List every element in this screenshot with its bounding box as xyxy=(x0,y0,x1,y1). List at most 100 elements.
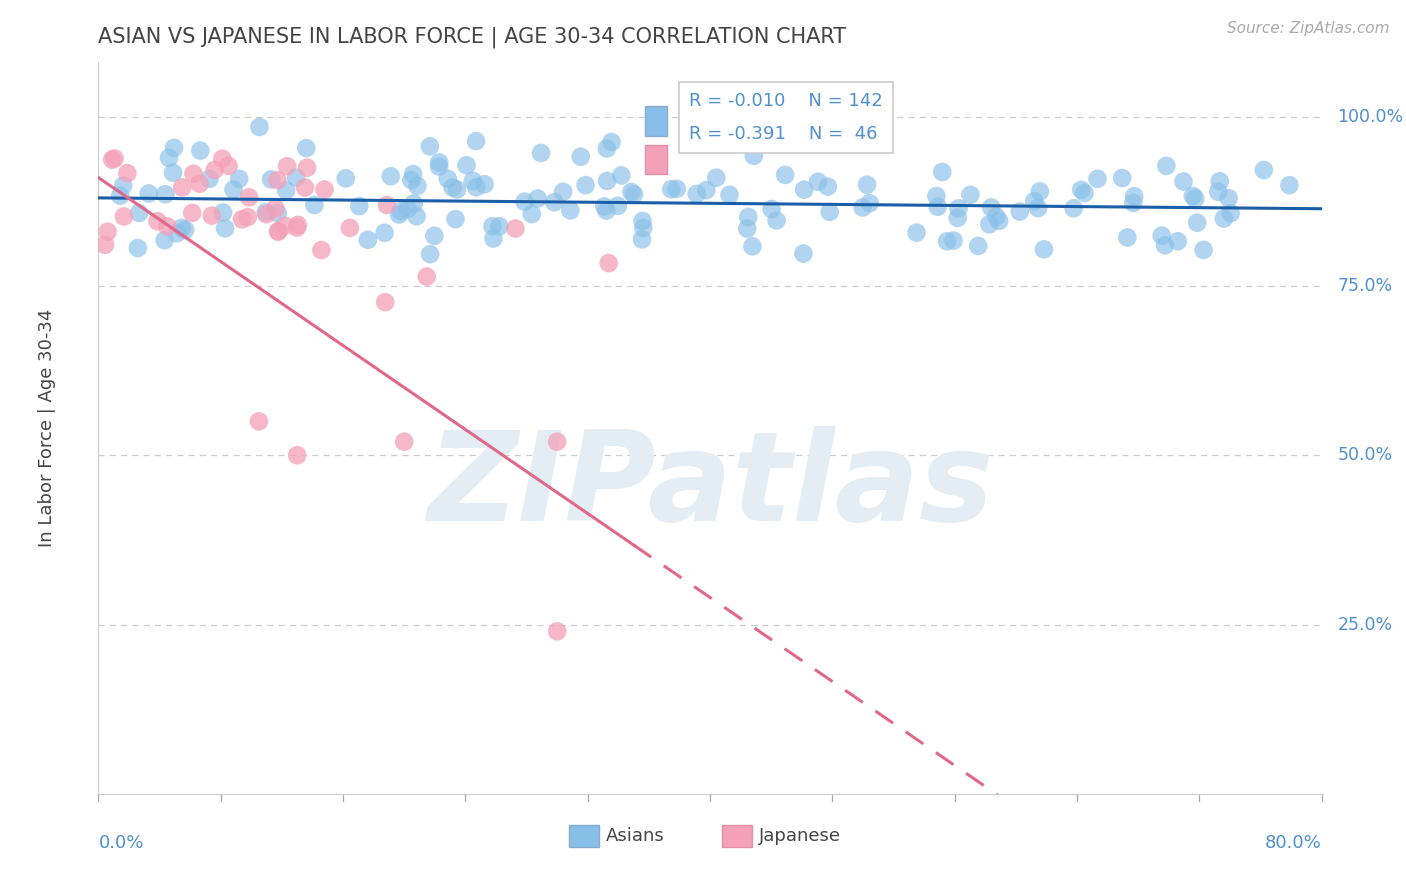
Point xyxy=(153,233,176,247)
Point xyxy=(1024,194,1046,209)
Point xyxy=(357,233,380,247)
Point xyxy=(695,183,717,197)
Point xyxy=(155,187,177,202)
Point xyxy=(1185,216,1208,230)
Text: 50.0%: 50.0% xyxy=(1337,446,1393,464)
Point xyxy=(162,166,184,180)
Point xyxy=(967,239,990,253)
Point xyxy=(101,153,124,167)
Point xyxy=(423,228,446,243)
Point xyxy=(1008,204,1031,219)
Point xyxy=(817,179,839,194)
Text: 75.0%: 75.0% xyxy=(1337,277,1393,295)
Text: R = -0.010    N = 142
R = -0.391    N =  46: R = -0.010 N = 142 R = -0.391 N = 46 xyxy=(689,92,883,143)
Text: ZIPatlas: ZIPatlas xyxy=(427,426,993,547)
Point xyxy=(295,161,318,175)
Point xyxy=(436,171,458,186)
Point xyxy=(574,178,596,193)
Point xyxy=(212,205,235,219)
Point xyxy=(236,210,259,224)
Point xyxy=(112,210,135,224)
Point xyxy=(1116,230,1139,244)
Point xyxy=(1173,175,1195,189)
Point xyxy=(375,198,398,212)
Point xyxy=(256,207,278,221)
Point xyxy=(741,239,763,253)
Point xyxy=(718,187,741,202)
Point xyxy=(1122,196,1144,211)
Point xyxy=(112,178,135,193)
Point xyxy=(266,173,288,187)
Point xyxy=(419,247,441,261)
Point xyxy=(631,232,654,246)
Point xyxy=(598,256,620,270)
Point xyxy=(1208,174,1230,188)
Point xyxy=(1123,189,1146,203)
Point xyxy=(526,192,548,206)
Point xyxy=(980,201,1002,215)
Point xyxy=(198,172,221,186)
Point xyxy=(214,221,236,235)
Point xyxy=(97,225,120,239)
Point xyxy=(1156,159,1178,173)
Point xyxy=(1219,206,1241,220)
Point xyxy=(188,177,211,191)
Point xyxy=(761,202,783,216)
Text: Source: ZipAtlas.com: Source: ZipAtlas.com xyxy=(1226,21,1389,37)
Point xyxy=(349,199,371,213)
Point xyxy=(456,158,478,172)
Point xyxy=(1032,243,1054,257)
Point xyxy=(482,231,505,245)
Text: 0.0%: 0.0% xyxy=(98,834,143,852)
Point xyxy=(859,196,882,211)
Point xyxy=(266,206,288,220)
Point xyxy=(401,173,423,187)
Point xyxy=(1212,211,1234,226)
Point xyxy=(946,211,969,225)
Point xyxy=(402,167,425,181)
Point xyxy=(444,212,467,227)
Point xyxy=(146,214,169,228)
Point xyxy=(260,172,283,186)
Point xyxy=(513,194,536,209)
Point xyxy=(659,182,682,196)
Point xyxy=(596,141,619,155)
FancyBboxPatch shape xyxy=(645,145,668,174)
Point xyxy=(1063,202,1085,216)
Point xyxy=(936,235,959,249)
Point xyxy=(773,168,796,182)
Point xyxy=(392,434,416,449)
Point xyxy=(623,187,645,202)
Text: Asians: Asians xyxy=(606,827,665,845)
Point xyxy=(218,159,240,173)
Point xyxy=(254,205,277,219)
Text: 100.0%: 100.0% xyxy=(1337,108,1403,126)
Point xyxy=(1184,192,1206,206)
Point xyxy=(128,206,150,220)
Point xyxy=(388,208,411,222)
Point xyxy=(765,213,787,227)
Point xyxy=(335,171,357,186)
Point xyxy=(793,183,815,197)
Text: ASIAN VS JAPANESE IN LABOR FORCE | AGE 30-34 CORRELATION CHART: ASIAN VS JAPANESE IN LABOR FORCE | AGE 3… xyxy=(98,27,846,48)
Point xyxy=(807,175,830,189)
Point xyxy=(419,139,441,153)
Point xyxy=(520,207,543,221)
Point xyxy=(1070,183,1092,197)
Point xyxy=(204,163,226,178)
Point xyxy=(170,220,193,235)
Point xyxy=(374,295,396,310)
Point xyxy=(294,180,316,194)
Point xyxy=(127,241,149,255)
Point xyxy=(172,180,194,194)
Point xyxy=(595,203,617,218)
Point xyxy=(1029,184,1052,198)
Point xyxy=(174,223,197,237)
Point xyxy=(238,190,260,204)
Point xyxy=(1181,189,1204,203)
Point xyxy=(181,206,204,220)
Point xyxy=(201,209,224,223)
Point xyxy=(285,448,308,462)
Point xyxy=(979,217,1001,231)
Point xyxy=(905,226,928,240)
